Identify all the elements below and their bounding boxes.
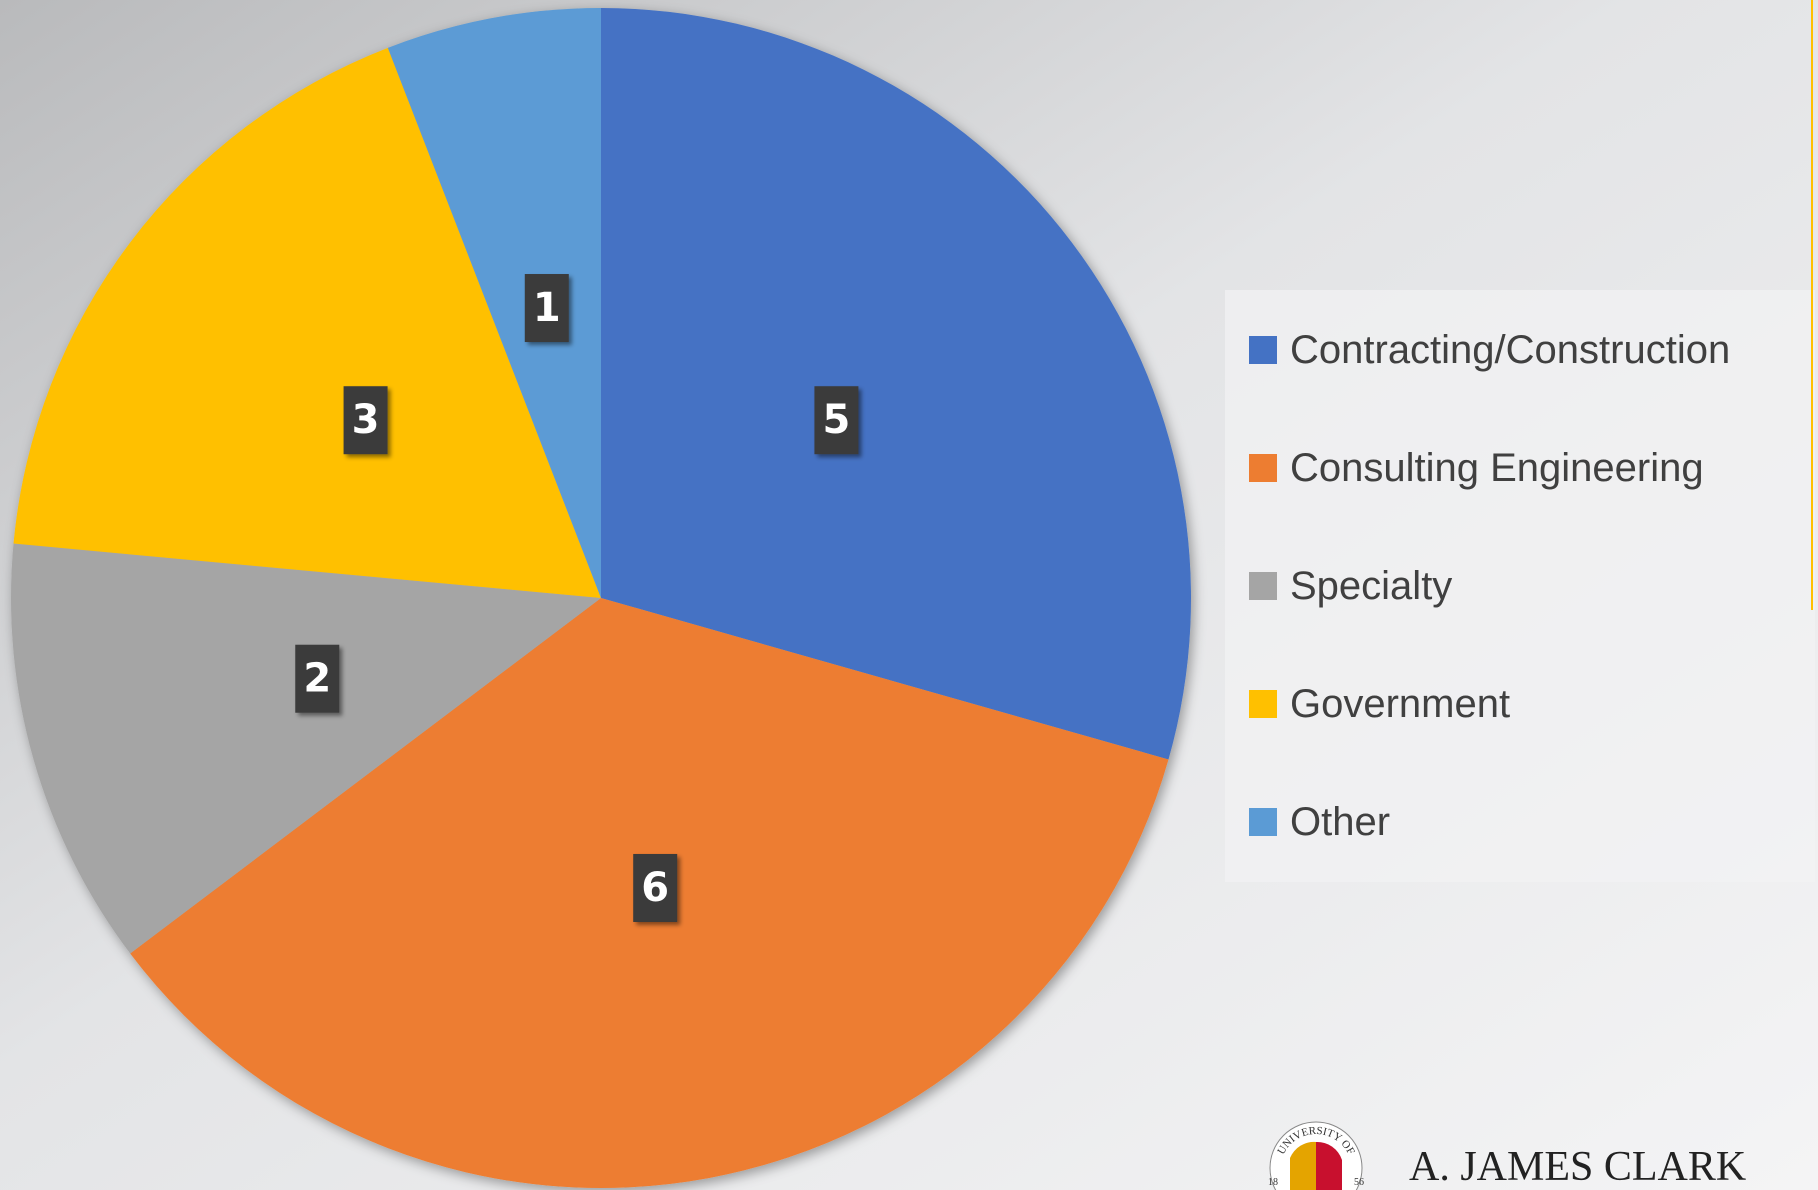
legend-label: Other: [1290, 800, 1390, 844]
legend-label: Government: [1290, 682, 1510, 726]
data-label: 1: [533, 285, 561, 331]
pie-slice: [387, 8, 601, 598]
pie-slice: [13, 47, 601, 599]
legend-box: [1225, 290, 1815, 882]
legend-swatch: [1249, 454, 1277, 482]
seal-flag: [1316, 1141, 1342, 1190]
legend-label: Consulting Engineering: [1290, 446, 1704, 490]
data-label: 2: [303, 656, 331, 702]
pie: [10, 8, 1192, 1188]
legend-swatch: [1249, 808, 1277, 836]
data-label: 3: [352, 397, 380, 443]
data-label-box: [343, 386, 388, 455]
pie-slice: [10, 543, 601, 954]
pie-slice: [601, 8, 1192, 760]
legend-swatch: [1249, 572, 1277, 600]
legend-label: Specialty: [1290, 564, 1452, 608]
legend-label: Contracting/Construction: [1290, 328, 1730, 372]
legend-swatch: [1249, 336, 1277, 364]
seal-year: 18: [1268, 1177, 1278, 1188]
data-label: 6: [641, 865, 669, 911]
data-label: 5: [822, 397, 850, 443]
legend-swatch: [1249, 690, 1277, 718]
logo: UNIVERSITY OF 18 56 A. JAMES CLARK: [1268, 1121, 1746, 1190]
data-label-box: [814, 386, 859, 455]
legend: Contracting/Construction Consulting Engin…: [1249, 328, 1730, 844]
data-label-box: [524, 274, 569, 343]
seal-flag: [1290, 1141, 1316, 1190]
data-label-box: [295, 644, 340, 713]
logo-name: A. JAMES CLARK: [1409, 1144, 1746, 1190]
data-labels: 5 6 2 3 1: [295, 274, 859, 922]
data-label-box: [633, 853, 678, 922]
seal-year: 56: [1354, 1177, 1364, 1188]
